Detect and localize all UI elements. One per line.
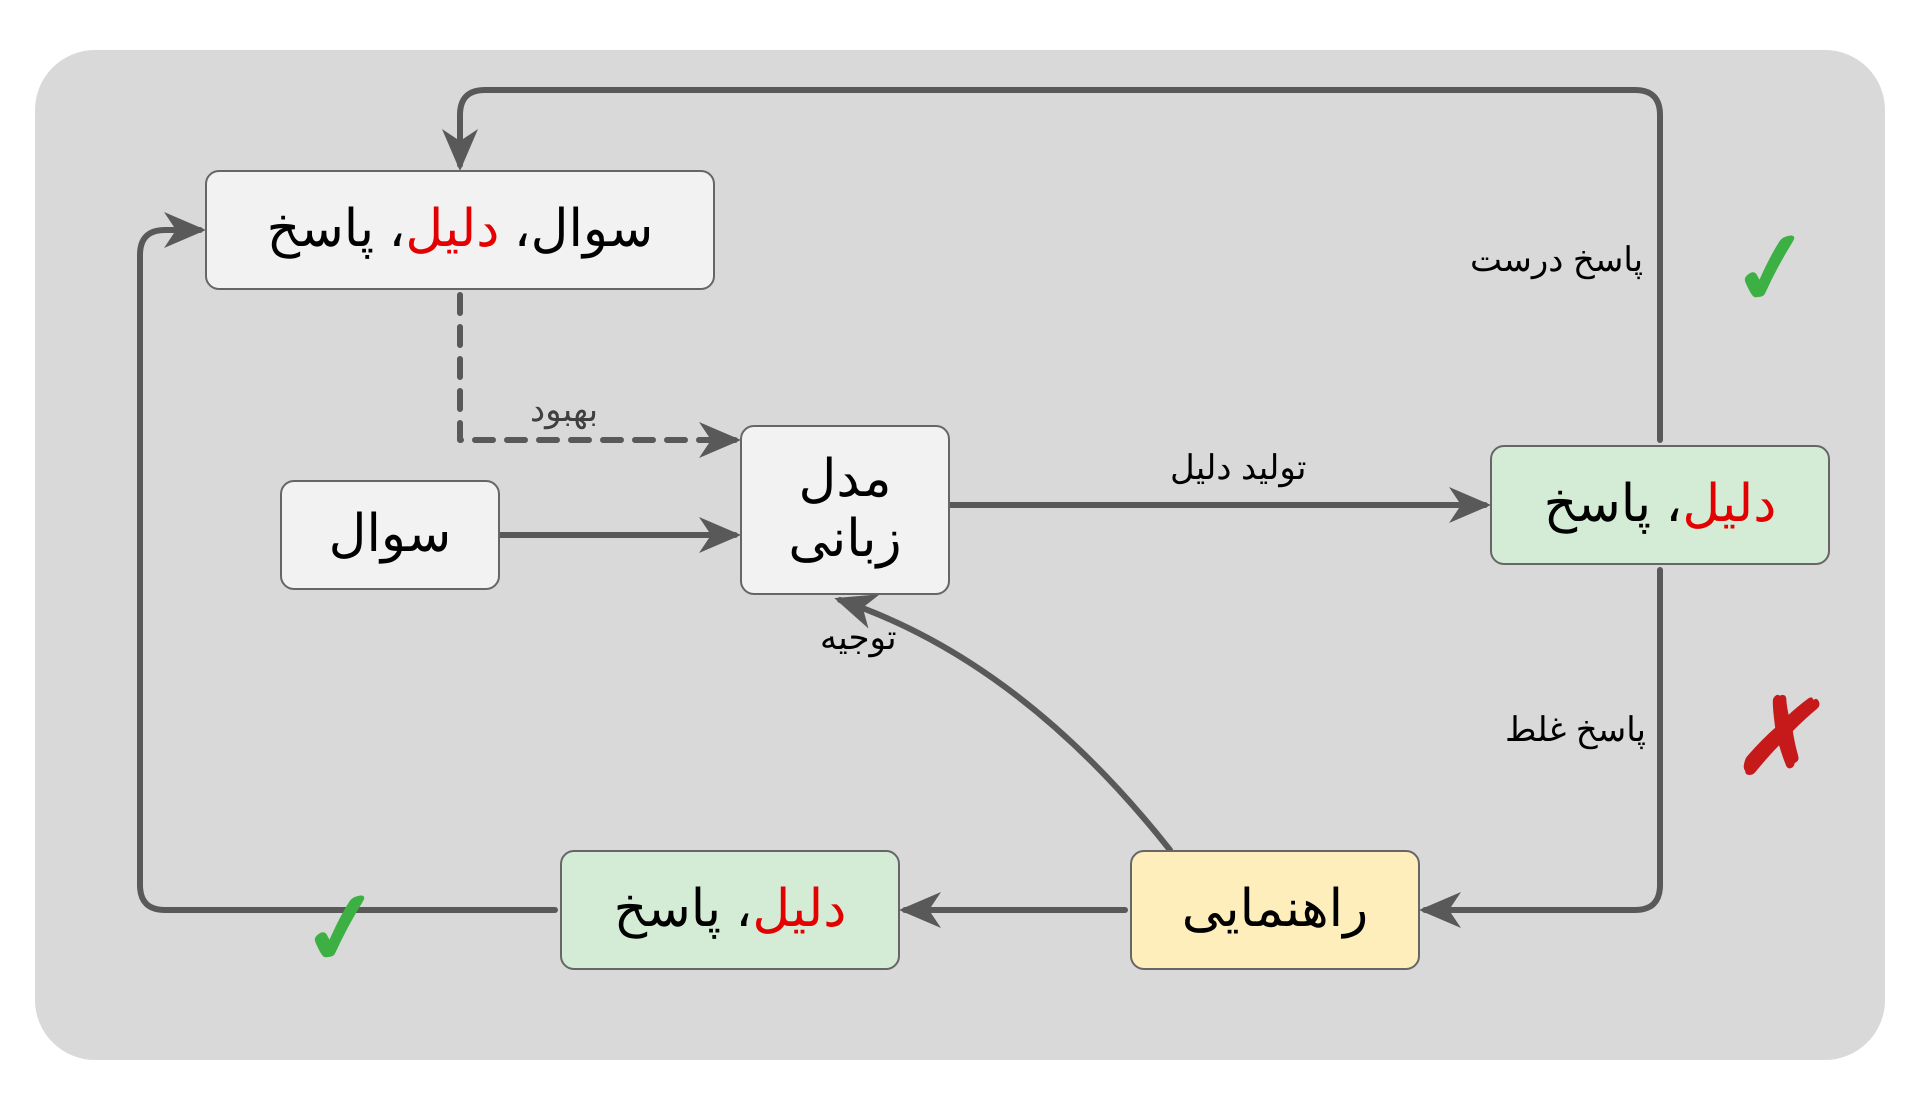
- node-question: سوال: [280, 480, 500, 590]
- label-wrong-answer: پاسخ غلط: [1505, 710, 1646, 750]
- node-text-span: ، پاسخ: [614, 880, 753, 940]
- label-justify: توجیه: [820, 618, 897, 658]
- check-icon: ✓: [292, 865, 391, 993]
- node-text-span: مدل زبانی: [788, 450, 901, 570]
- node-reason-answer-top: دلیل، پاسخ: [1490, 445, 1830, 565]
- node-hint: راهنمایی: [1130, 850, 1420, 970]
- node-text-span: دلیل: [1682, 475, 1776, 535]
- node-reason-answer-bottom: دلیل، پاسخ: [560, 850, 900, 970]
- node-text-span: سوال،: [499, 200, 653, 260]
- label-generate-reason: تولید دلیل: [1170, 448, 1306, 488]
- node-text-span: دلیل: [405, 200, 499, 260]
- node-text-span: ، پاسخ: [1544, 475, 1683, 535]
- node-text-span: دلیل: [752, 880, 846, 940]
- node-text-span: راهنمایی: [1182, 880, 1368, 940]
- label-correct-answer: پاسخ درست: [1470, 240, 1643, 280]
- diagram-canvas: سوال، دلیل، پاسخ سوال مدل زبانی دلیل، پا…: [0, 0, 1920, 1104]
- node-text-span: سوال: [329, 505, 452, 565]
- label-improve: بهبود: [530, 390, 598, 430]
- node-text-span: ، پاسخ: [267, 200, 406, 260]
- node-language-model: مدل زبانی: [740, 425, 950, 595]
- check-icon: ✓: [1722, 205, 1821, 333]
- node-question-reason-answer: سوال، دلیل، پاسخ: [205, 170, 715, 290]
